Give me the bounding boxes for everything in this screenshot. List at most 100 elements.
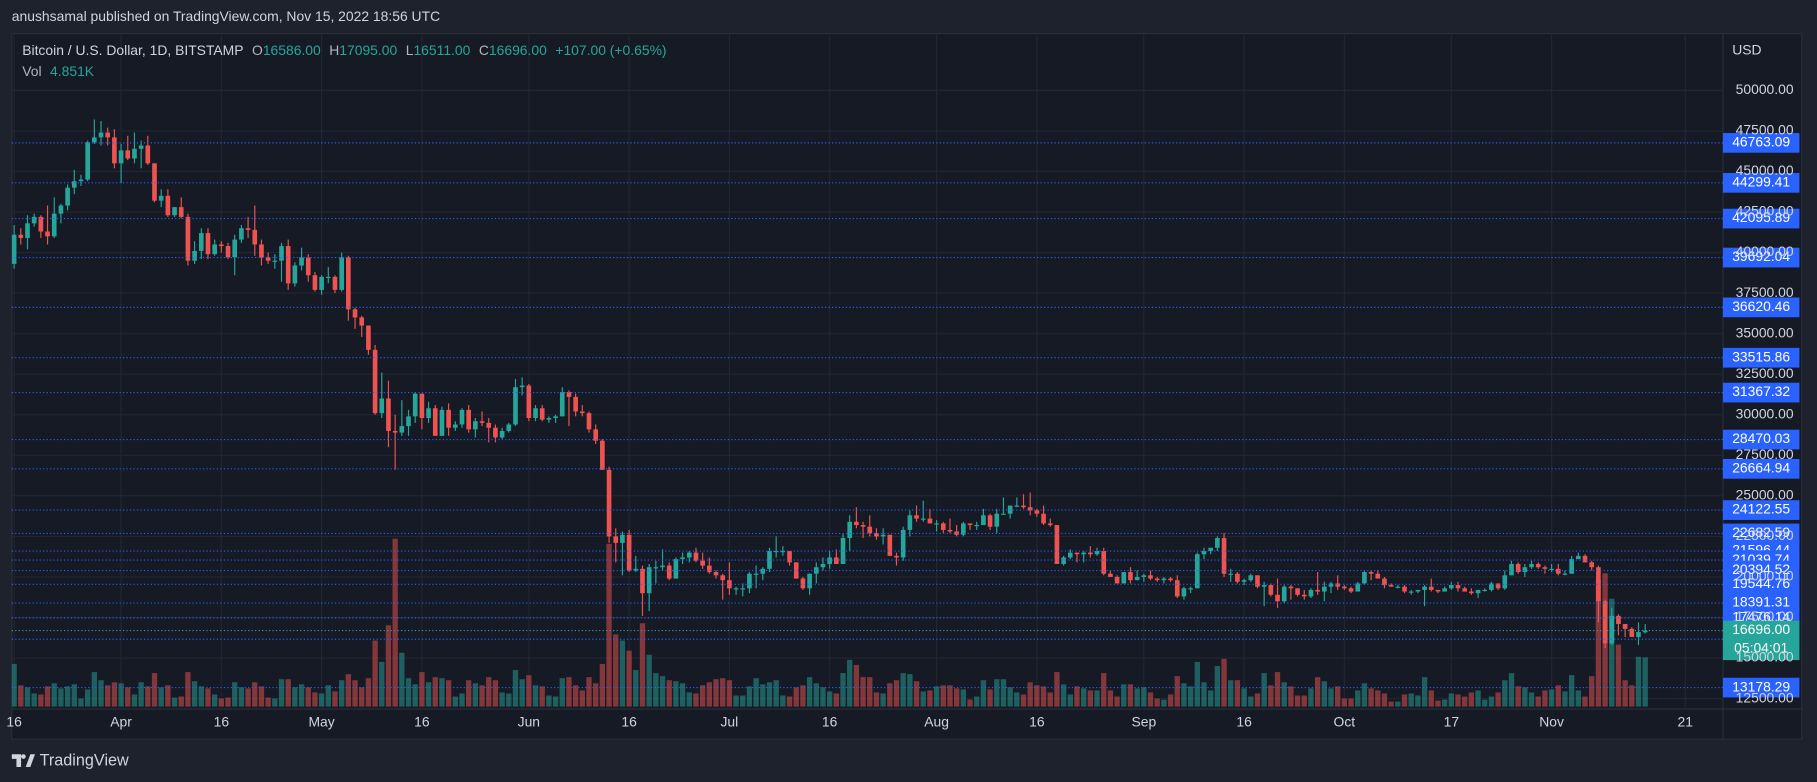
level-tag — [1722, 172, 1800, 193]
volume-bar — [1401, 694, 1408, 707]
candle-body — [666, 565, 672, 579]
volume-bar — [713, 679, 719, 707]
candle-body — [1301, 594, 1307, 597]
volume-bar — [499, 692, 505, 707]
level-label: 18391.31 — [1732, 594, 1790, 610]
y-tick-label: 40000.00 — [1736, 243, 1794, 259]
candle-body — [981, 515, 986, 526]
candle-body — [1622, 623, 1628, 629]
volume-bar — [619, 640, 626, 707]
candle-body — [112, 137, 117, 164]
level-label: 19544.76 — [1732, 575, 1790, 591]
candle-body — [479, 421, 485, 423]
candle-body — [633, 568, 639, 571]
x-tick-label: 16 — [414, 714, 430, 730]
candle-body — [813, 567, 819, 574]
volume-bar — [1274, 672, 1281, 707]
volume-bar — [532, 685, 539, 707]
candle-body — [71, 181, 77, 188]
candle-body — [854, 521, 859, 526]
volume-bar — [780, 695, 786, 707]
candle-body — [974, 525, 980, 527]
candle-body — [399, 426, 405, 433]
candle-body — [1408, 591, 1414, 593]
high-value: 17095.00 — [339, 42, 397, 58]
volume-bar — [385, 625, 392, 707]
volume-bar — [479, 685, 485, 707]
candle-body — [406, 416, 411, 427]
volume-bar — [653, 673, 659, 707]
volume-bar — [967, 699, 973, 707]
volume-bar — [1568, 675, 1575, 707]
volume-bar — [419, 672, 425, 707]
candle-body — [553, 416, 558, 418]
volume-bar — [953, 688, 960, 707]
volume-bar — [111, 682, 118, 707]
volume-bar — [1034, 685, 1040, 707]
volume-bar — [1488, 696, 1495, 707]
volume-bar — [733, 695, 739, 707]
volume-bar — [1395, 701, 1401, 707]
volume-bar — [673, 681, 679, 707]
candle-body — [1001, 513, 1006, 515]
volume-bar — [1094, 690, 1100, 707]
volume-bar — [1174, 676, 1180, 707]
volume-bar — [399, 652, 405, 707]
candle-body — [513, 387, 518, 425]
candle-body — [352, 309, 358, 318]
candle-body — [25, 223, 30, 238]
candle-body — [600, 440, 605, 470]
volume-bar — [1261, 673, 1267, 707]
level-tag — [1722, 347, 1800, 368]
volume-bar — [847, 659, 853, 707]
level-tag — [1722, 593, 1800, 613]
volume-bar — [913, 681, 920, 707]
candle-body — [118, 150, 124, 164]
x-tick-label: 17 — [1444, 714, 1460, 730]
volume-bar — [1020, 694, 1027, 707]
volume-bar — [118, 683, 124, 707]
last-price-tag — [1722, 620, 1800, 661]
candle-body — [580, 411, 585, 414]
candle-body — [51, 213, 57, 237]
x-tick-label: Apr — [110, 714, 132, 730]
volume-bar — [1208, 690, 1214, 707]
y-tick-label: 25000.00 — [1736, 487, 1794, 503]
volume-bar — [352, 680, 358, 707]
volume-bar — [125, 687, 131, 707]
volume-bar — [158, 687, 164, 707]
candle-body — [900, 529, 906, 558]
candle-body — [1342, 586, 1347, 589]
publisher: anushsamal published on TradingView.com,… — [12, 8, 440, 24]
candle-body — [1041, 513, 1046, 524]
candle-body — [1255, 575, 1260, 587]
candle-body — [486, 422, 492, 428]
y-tick-label: 17500.00 — [1736, 608, 1794, 624]
volume-bar — [1114, 696, 1120, 707]
candle-body — [299, 257, 304, 266]
candle-body — [800, 578, 806, 589]
volume-bar — [1127, 684, 1134, 707]
volume-bar — [1060, 684, 1067, 707]
candle-body — [292, 265, 298, 284]
candle-body — [165, 195, 171, 216]
candle-body — [473, 421, 478, 430]
candle-body — [606, 469, 612, 537]
candle-body — [1482, 589, 1488, 592]
volume-bar — [205, 688, 211, 707]
candle-body — [1582, 555, 1588, 563]
volume-bar — [519, 679, 525, 707]
candle-body — [1215, 538, 1220, 548]
candle-body — [827, 557, 832, 564]
candle-body — [1602, 601, 1608, 644]
candle-body — [185, 216, 191, 261]
volume-bar — [646, 654, 652, 707]
volume-bar — [626, 650, 632, 707]
volume-bar — [893, 680, 900, 707]
candle-body — [727, 580, 732, 589]
candle-body — [707, 565, 712, 573]
level-tag — [1722, 247, 1800, 268]
y-tick-label: 42500.00 — [1736, 203, 1794, 219]
chart-header: Bitcoin / U.S. Dollar, 1D, BITSTAMP O165… — [22, 42, 666, 58]
